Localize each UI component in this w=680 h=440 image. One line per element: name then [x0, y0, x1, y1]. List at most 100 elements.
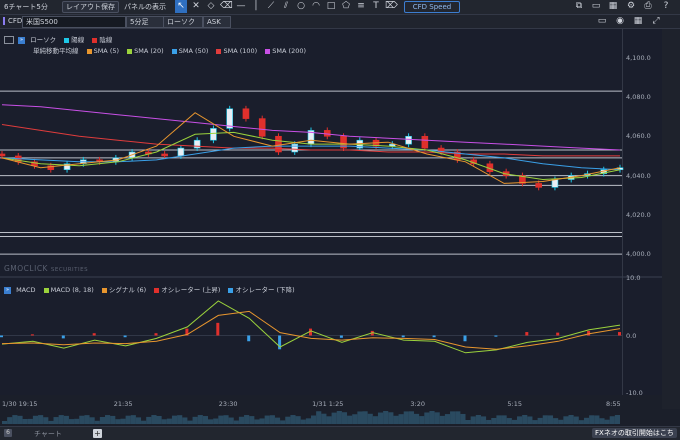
volume-bar: [202, 416, 208, 424]
tab-indicator[interactable]: 6: [4, 429, 12, 437]
volume-bar: [171, 415, 178, 424]
volume-bar: [583, 417, 590, 424]
time-tick-label: 5:15: [507, 400, 523, 408]
volume-bar: [599, 418, 605, 424]
sma20-swatch: [127, 48, 133, 54]
volume-bar: [43, 417, 49, 424]
expand-icon[interactable]: ⤢: [652, 16, 660, 26]
price-axis[interactable]: [622, 29, 663, 395]
panel-display-label[interactable]: パネルの表示: [124, 3, 166, 11]
tab-chart[interactable]: チャート: [34, 430, 62, 438]
volume-bar: [486, 419, 492, 424]
eraser-tool-icon[interactable]: ◇: [207, 1, 215, 11]
chart-type-select[interactable]: ローソク: [163, 16, 203, 28]
volume-bar: [130, 415, 136, 424]
horizontal-line-tool-icon[interactable]: —: [236, 1, 246, 11]
main-legend: » ローソク 陽線 陰線: [4, 34, 112, 44]
layout-save-button[interactable]: レイアウト保存: [62, 1, 119, 13]
volume-bar: [429, 411, 435, 424]
fx-neo-link[interactable]: FXネオの取引開始はこち: [592, 428, 677, 438]
bottom-bar: 6 チャート + FXネオの取引開始はこち: [0, 426, 680, 440]
cursor-tool-icon[interactable]: ↖: [175, 0, 187, 13]
chart-area[interactable]: [0, 29, 622, 395]
symbol-input[interactable]: 米国S500: [22, 16, 126, 28]
volume-bar: [110, 415, 116, 424]
volume-bar: [161, 419, 167, 424]
text-tool-icon[interactable]: T: [373, 1, 379, 11]
window-title: 6チャート5分: [4, 3, 48, 11]
volume-bar: [522, 415, 528, 424]
volume-bar: [187, 420, 193, 424]
volume-bar: [542, 415, 548, 424]
volume-bar: [403, 411, 409, 424]
pentagon-tool-icon[interactable]: ⬠: [342, 1, 350, 11]
osc-up-swatch: [154, 287, 160, 293]
add-tab-icon[interactable]: +: [93, 429, 102, 438]
volume-bar: [259, 418, 265, 424]
volume-bar: [414, 413, 420, 424]
volume-bar: [326, 416, 332, 424]
price-tick-label: 4,100.0: [626, 53, 651, 62]
camera-icon[interactable]: ◉: [616, 16, 624, 26]
volume-bar: [604, 419, 610, 424]
vertical-line-tool-icon[interactable]: │: [253, 1, 259, 11]
brand-watermark: GMOCLICK SECURITIES: [4, 264, 88, 273]
parallel-line-tool-icon[interactable]: ⫽: [283, 1, 288, 11]
help-icon[interactable]: ?: [663, 1, 669, 11]
volume-bar: [99, 416, 105, 424]
legend-chart-type: ローソク: [30, 36, 57, 44]
layout-icon[interactable]: ⧉: [575, 1, 583, 11]
volume-bar: [455, 411, 461, 424]
delete-tool-icon[interactable]: ⌦: [385, 1, 398, 11]
side-panel: [662, 29, 680, 409]
time-tick-label: 23:30: [218, 400, 238, 408]
volume-bar: [249, 416, 255, 424]
volume-bar: [12, 415, 18, 424]
cfd-speed-button[interactable]: CFD Speed: [404, 1, 460, 13]
watermark-sub: SECURITIES: [50, 267, 89, 273]
volume-bar: [408, 411, 414, 424]
volume-bar: [311, 415, 317, 424]
volume-bar: [125, 415, 131, 424]
settings-icon[interactable]: ⚙: [626, 1, 636, 11]
volume-bar: [244, 415, 250, 424]
volume-bar: [553, 418, 559, 424]
grid-icon[interactable]: ▦: [633, 16, 643, 26]
volume-bar: [501, 415, 507, 424]
volume-bar: [228, 417, 234, 424]
trend-line-tool-icon[interactable]: ⟋: [267, 1, 275, 11]
collapse-icon[interactable]: »: [18, 36, 26, 44]
price-type-select[interactable]: ASK: [203, 16, 231, 28]
rectangle-tool-icon[interactable]: □: [326, 1, 336, 11]
timeframe-select[interactable]: 5分足: [126, 16, 166, 28]
sma5-swatch: [86, 48, 92, 54]
volume-bar: [316, 411, 322, 424]
volume-bar: [573, 416, 579, 424]
macd-collapse-icon[interactable]: »: [4, 286, 11, 294]
erase-all-tool-icon[interactable]: ⌫: [220, 1, 233, 11]
window-icon[interactable]: ▭: [591, 1, 601, 11]
up-swatch: [64, 37, 70, 43]
volume-bar: [53, 417, 59, 424]
volume-bar: [568, 415, 574, 424]
cross-tool-icon[interactable]: ✕: [192, 1, 200, 11]
legend-osc-down: オシレーター (下降): [235, 286, 295, 294]
volume-bar: [578, 420, 584, 424]
volume-bar: [197, 415, 203, 424]
market-tag: CFD: [8, 17, 23, 25]
arc-tool-icon[interactable]: ◠: [312, 1, 320, 11]
fibonacci-tool-icon[interactable]: ≡: [357, 1, 365, 11]
chart-settings-icon[interactable]: ▭: [597, 16, 607, 26]
volume-bar: [388, 412, 394, 424]
volume-bar: [254, 419, 260, 424]
print-icon[interactable]: ⎙: [644, 1, 652, 11]
volume-bar: [213, 418, 219, 424]
legend-toggle-icon[interactable]: [4, 36, 14, 44]
volume-bar: [419, 416, 425, 424]
volume-bar: [434, 412, 440, 424]
circle-tool-icon[interactable]: ○: [297, 1, 305, 11]
legend-down: 陰線: [99, 36, 113, 44]
volume-bar: [367, 413, 373, 424]
tile-icon[interactable]: ▦: [608, 1, 618, 11]
volume-bar: [141, 420, 147, 424]
